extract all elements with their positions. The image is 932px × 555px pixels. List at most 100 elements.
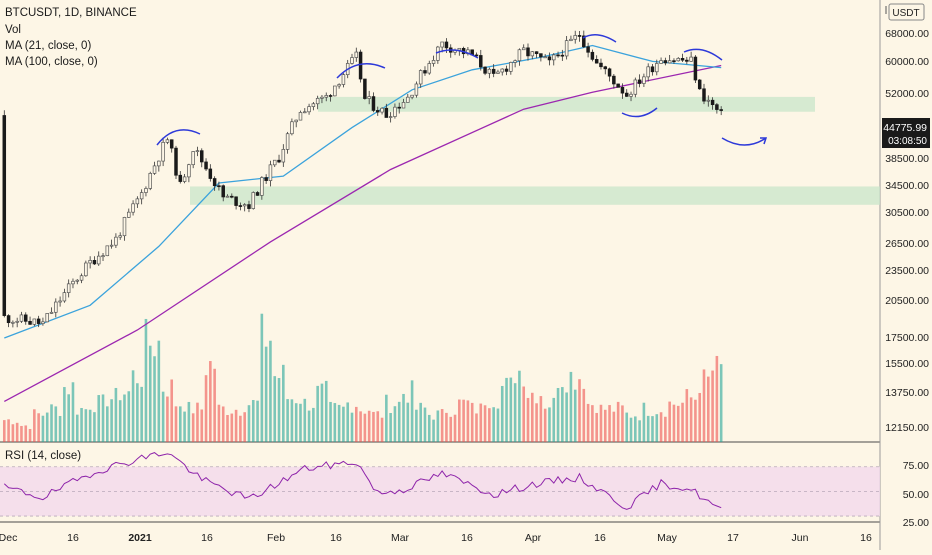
- bar-countdown-label: 03:08:50: [888, 136, 927, 147]
- volume-bar: [655, 414, 659, 442]
- candle-body: [667, 60, 672, 64]
- candle-body: [697, 79, 702, 90]
- volume-bar: [466, 400, 470, 442]
- candle-body: [118, 235, 122, 238]
- volume-bar: [307, 410, 311, 442]
- candle-body: [350, 57, 354, 64]
- candle-body: [28, 320, 32, 325]
- volume-bar: [522, 386, 526, 442]
- volume-bar: [552, 397, 556, 442]
- volume-bar: [264, 346, 268, 442]
- volume-bar: [269, 340, 272, 442]
- candle-body: [88, 260, 92, 264]
- candle-body: [19, 314, 24, 322]
- price-tick-label: 68000.00: [885, 28, 929, 40]
- candle-body: [230, 195, 234, 198]
- candle-body: [169, 139, 174, 149]
- volume-bar: [110, 399, 113, 442]
- candle-body: [75, 279, 80, 282]
- candle-body: [633, 79, 638, 95]
- price-tick-label: 12150.00: [885, 422, 929, 434]
- candle-body: [655, 63, 659, 73]
- price-tick-label: 52000.00: [885, 88, 929, 100]
- volume-bar: [711, 370, 714, 442]
- volume-bar: [15, 422, 19, 442]
- candle-body: [281, 149, 286, 163]
- volume-bar: [694, 399, 697, 442]
- volume-bar: [324, 380, 328, 442]
- time-tick-label: May: [657, 532, 678, 544]
- candle-body: [689, 56, 693, 62]
- volume-bar: [475, 413, 478, 442]
- volume-bar: [397, 401, 401, 442]
- candle-body: [307, 106, 311, 113]
- volume-bar: [453, 414, 457, 442]
- volume-bar: [45, 412, 49, 442]
- volume-bar: [97, 395, 101, 442]
- candle-body: [161, 142, 165, 162]
- volume-bar: [445, 412, 448, 442]
- candle-body: [165, 139, 170, 143]
- volume-bar: [251, 400, 255, 442]
- volume-bar: [492, 407, 495, 442]
- candle-body: [427, 63, 432, 74]
- volume-bar: [406, 402, 410, 442]
- candle-body: [49, 311, 54, 314]
- candle-body: [388, 116, 393, 118]
- candle-body: [521, 47, 526, 51]
- volume-bar: [101, 394, 105, 442]
- candle-body: [509, 62, 513, 72]
- volume-bar: [719, 364, 723, 442]
- candle-body: [444, 41, 449, 49]
- candle-body: [423, 70, 427, 74]
- volume-bar: [483, 405, 487, 442]
- candle-body: [504, 68, 509, 72]
- candle-body: [2, 115, 7, 316]
- support-zone: [318, 96, 815, 112]
- candle-body: [92, 260, 97, 265]
- candle-body: [620, 86, 625, 94]
- volume-bar: [187, 401, 191, 442]
- candle-body: [290, 121, 294, 135]
- candle-body: [285, 133, 290, 150]
- candle-body: [371, 96, 376, 111]
- volume-bar: [449, 416, 453, 442]
- candle-body: [298, 112, 303, 121]
- candle-body: [303, 111, 307, 114]
- rsi-label: RSI (14, close): [5, 450, 82, 462]
- candle-body: [582, 35, 586, 48]
- volume-bar: [312, 407, 315, 442]
- candle-body: [84, 262, 88, 277]
- volume-bar: [148, 345, 152, 442]
- candle-body: [599, 62, 603, 68]
- volume-bar: [2, 420, 6, 442]
- candle-body: [101, 255, 105, 258]
- time-tick-label: 17: [727, 532, 739, 544]
- candle-body: [225, 195, 230, 198]
- volume-bar: [582, 388, 586, 442]
- candle-body: [646, 66, 650, 78]
- candle-body: [513, 60, 517, 63]
- candle-body: [517, 49, 522, 62]
- candle-body: [358, 51, 363, 80]
- volume-bar: [157, 340, 161, 442]
- volume-bar: [385, 394, 388, 442]
- volume-bar: [668, 401, 671, 442]
- candle-body: [139, 192, 144, 200]
- currency-label: USDT: [892, 8, 919, 19]
- volume-bar: [247, 405, 251, 442]
- volume-bar: [634, 416, 637, 442]
- volume-bar: [698, 392, 702, 442]
- volume-bar: [20, 425, 23, 442]
- candle-body: [659, 60, 663, 64]
- candle-body: [616, 83, 620, 88]
- volume-bar: [496, 408, 500, 442]
- candle-body: [255, 192, 260, 196]
- candle-body: [672, 60, 676, 63]
- volume-bar: [200, 409, 204, 442]
- price-tick-label: 26500.00: [885, 238, 929, 250]
- candle-body: [663, 60, 668, 64]
- candle-body: [594, 59, 599, 64]
- volume-bar: [578, 379, 581, 442]
